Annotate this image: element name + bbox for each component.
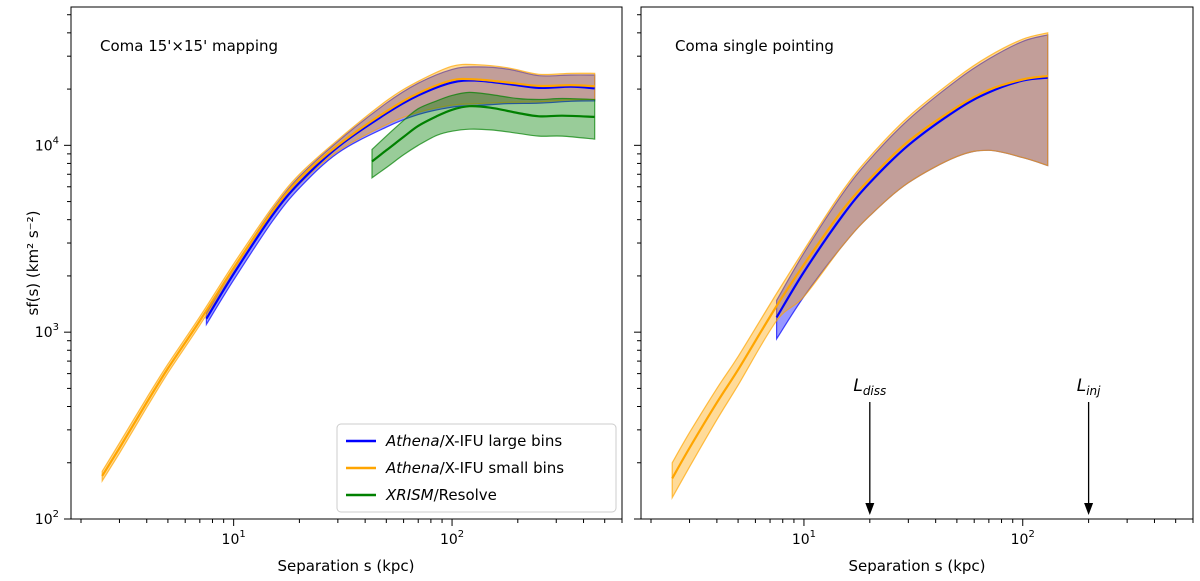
left-line-athena-x-ifu-large-bins (205, 79, 595, 320)
right-line-athena-x-ifu-large-bins (775, 76, 1048, 318)
left-panel-title: Coma 15'×15' mapping (100, 37, 278, 55)
left-panel-mapping: 101 102 102 103 104 Coma 15'×15' mapping Sep… (24, 6, 623, 575)
legend-item-athena-large: Athena/X-IFU large bins (346, 432, 562, 450)
left-axes-frame (70, 6, 623, 520)
left-x-tick-label-10: 101 (222, 529, 246, 548)
right-plot-area: 101 102 Ldiss Linj (634, 14, 1194, 548)
left-y-tick-label-100: 102 (35, 509, 59, 528)
right-panel-title: Coma single pointing (675, 37, 834, 55)
legend-box (336, 423, 617, 513)
legend-item-athena-small: Athena/X-IFU small bins (346, 459, 564, 477)
left-y-tick-label-10000: 104 (35, 135, 59, 154)
legend-label-athena-large: Athena/X-IFU large bins (385, 432, 562, 450)
right-panel-single-pointing: 101 102 Ldiss Linj Coma single pointing Sep… (634, 6, 1194, 575)
right-annotation-diss-arrow-head (865, 503, 875, 515)
right-band-athena-x-ifu-small-bins (671, 32, 1049, 500)
legend-item-xrism: XRISM/Resolve (346, 486, 497, 504)
right-x-tick-label-10: 101 (792, 529, 816, 548)
left-x-tick-label-100: 102 (440, 529, 464, 548)
right-line-athena-x-ifu-small-bins (671, 74, 1048, 479)
legend-label-xrism: XRISM/Resolve (385, 486, 497, 504)
legend: Athena/X-IFU large bins Athena/X-IFU sma… (336, 423, 617, 513)
left-band-xrism-resolve (371, 91, 596, 179)
right-annotation-inj-label: Linj (1077, 376, 1101, 398)
right-x-axis-label: Separation s (kpc) (848, 557, 985, 575)
left-line-xrism-resolve (371, 105, 595, 163)
left-x-axis-label: Separation s (kpc) (277, 557, 414, 575)
right-annotation-inj-arrow-head (1084, 503, 1094, 515)
y-axis-label: sf(s) (km² s⁻²) (24, 211, 42, 316)
right-x-tick-label-100: 102 (1011, 529, 1035, 548)
left-y-tick-label-1000: 103 (35, 322, 59, 341)
right-axes-frame (640, 6, 1194, 520)
right-annotation-diss-label: Ldiss (853, 376, 886, 398)
legend-label-athena-small: Athena/X-IFU small bins (385, 459, 564, 477)
left-plot-area: 101 102 102 103 104 (35, 14, 623, 548)
left-line-athena-x-ifu-small-bins (101, 77, 595, 477)
